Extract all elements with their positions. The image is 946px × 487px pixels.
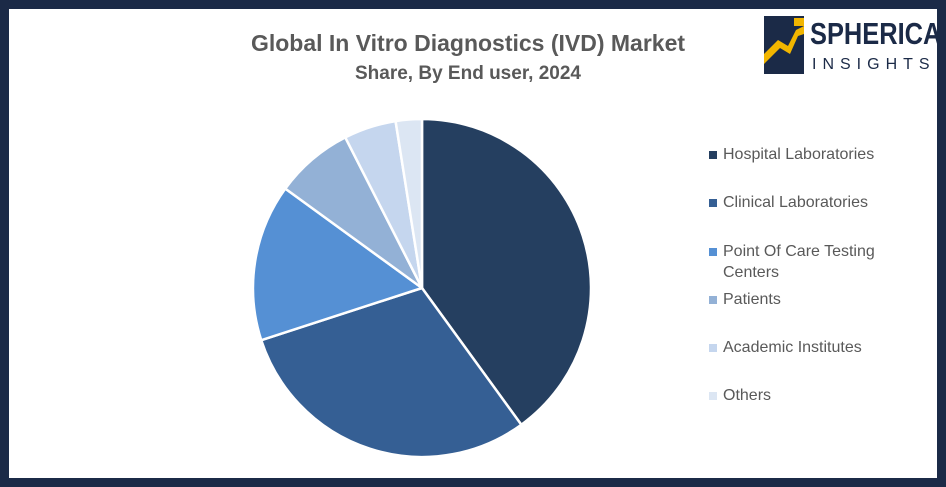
legend-label: Clinical Laboratories [723,194,868,211]
legend-item-point-of-care: Point Of Care Testing Centers [709,241,899,283]
logo-word-insights: INSIGHTS [812,56,936,73]
legend-label: Patients [723,291,781,308]
pie-slice-point-of-care-testing-centers [251,187,424,342]
pie-slice-hospital-laboratories [420,117,593,426]
chart-subtitle: Share, By End user, 2024 [354,63,581,84]
spherical-insights-logo: SPHERICAL INSIGHTS [764,16,946,76]
legend-swatch [709,248,717,256]
legend-item-academic-institutes: Academic Institutes [709,337,909,358]
legend-swatch [709,151,717,159]
legend-label: Academic Institutes [723,339,862,356]
legend-swatch [709,344,717,352]
legend-label: Point Of Care Testing Centers [723,243,875,281]
logo-word-spherical: SPHERICAL [810,16,946,51]
pie-slice-clinical-laboratories [260,286,523,459]
legend-swatch [709,296,717,304]
legend-item-clinical-laboratories: Clinical Laboratories [709,192,909,213]
pie-slice-others [394,117,424,290]
legend-item-others: Others [709,385,909,406]
legend-item-hospital-laboratories: Hospital Laboratories [709,144,909,165]
legend-swatch [709,392,717,400]
legend-label: Hospital Laboratories [723,146,875,163]
chart-title: Global In Vitro Diagnostics (IVD) Market [250,30,686,56]
logo-mark-icon [764,16,804,74]
legend-label: Others [723,387,772,404]
legend-item-patients: Patients [709,289,909,310]
legend-swatch [709,199,717,207]
